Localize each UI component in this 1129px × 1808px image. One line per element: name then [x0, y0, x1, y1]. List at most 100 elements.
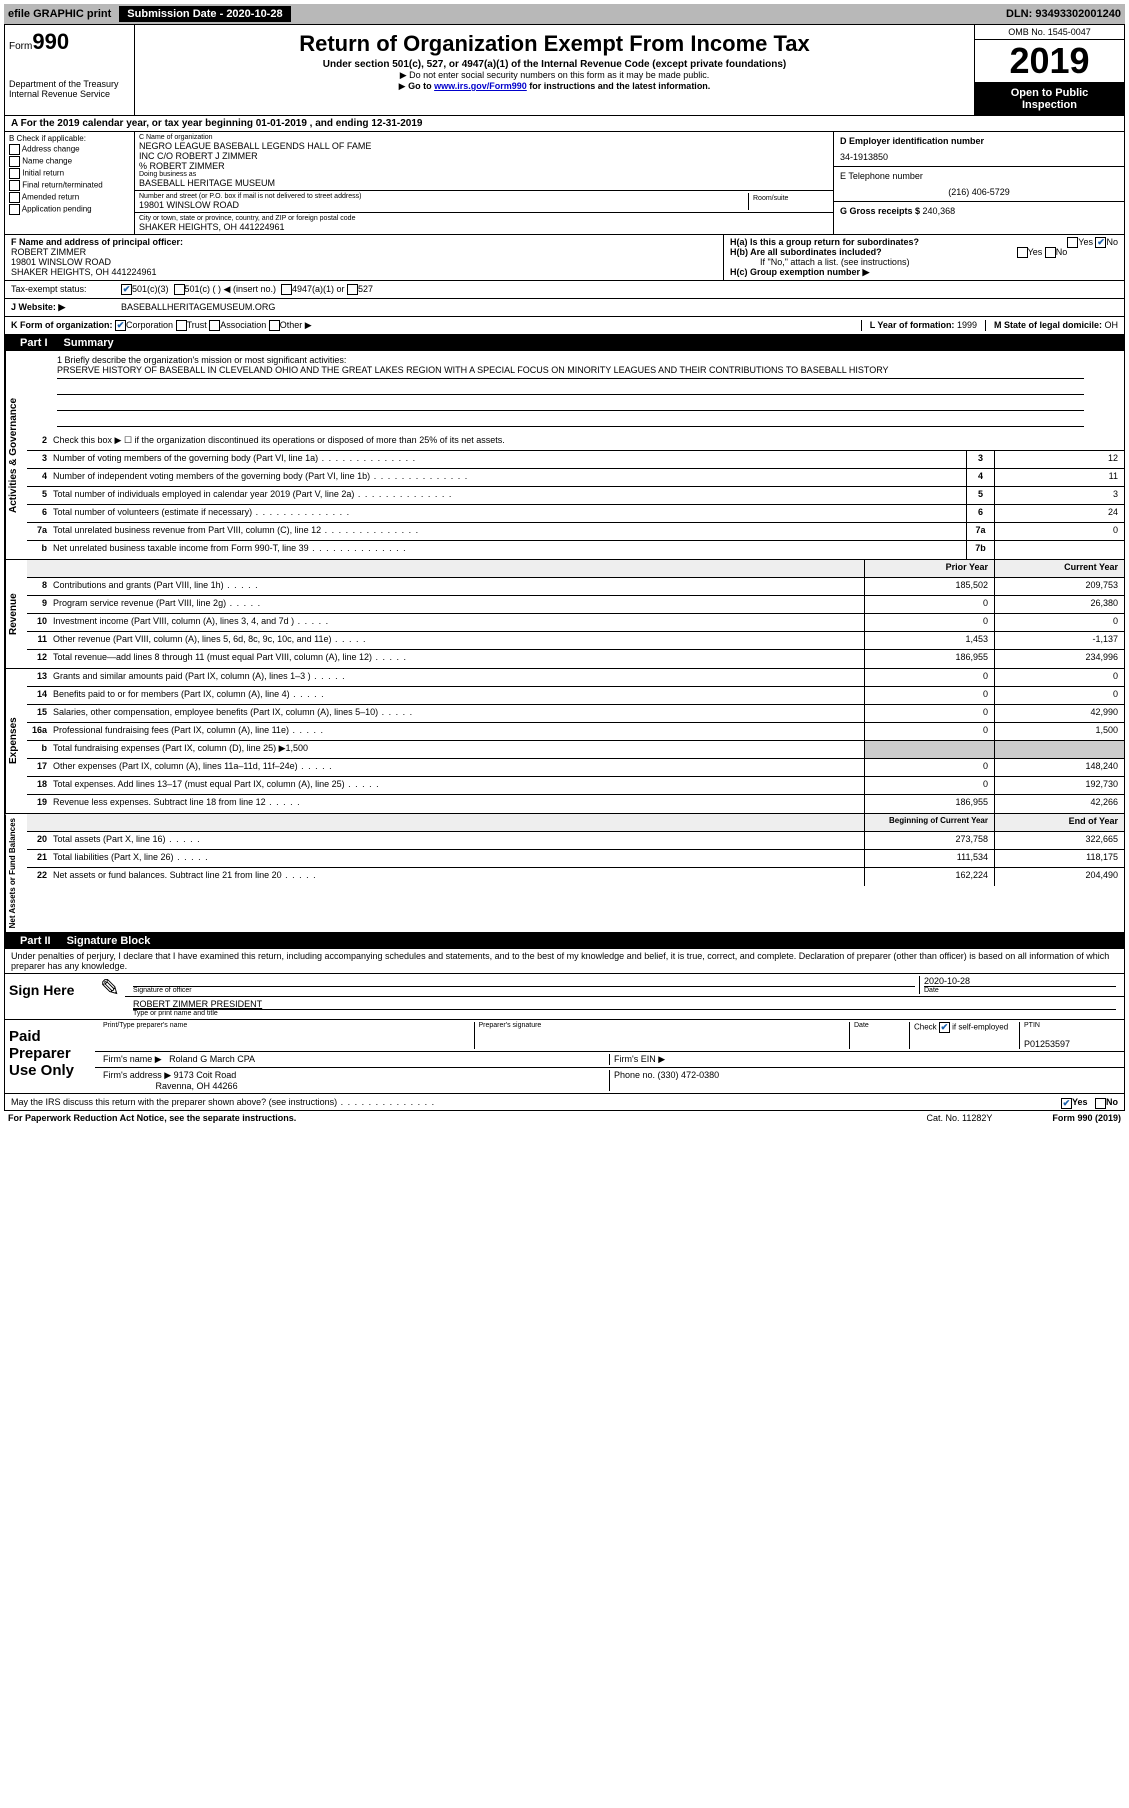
side-expenses: Expenses: [5, 669, 27, 813]
prep-date: Date: [850, 1022, 910, 1049]
gov-line-6: 6Total number of volunteers (estimate if…: [27, 505, 1124, 523]
ck-initial[interactable]: Initial return: [9, 168, 130, 179]
cat-no: Cat. No. 11282Y: [927, 1113, 993, 1123]
paperwork-notice: For Paperwork Reduction Act Notice, see …: [8, 1113, 296, 1123]
ck-4947[interactable]: [281, 284, 292, 295]
row-a-tax-year: A For the 2019 calendar year, or tax yea…: [4, 116, 1125, 132]
net-col-headers: Beginning of Current Year End of Year: [27, 814, 1124, 832]
ck-discuss-no[interactable]: [1095, 1098, 1106, 1109]
ck-assoc[interactable]: [209, 320, 220, 331]
ck-addr-change[interactable]: Address change: [9, 144, 130, 155]
exp-lines-17: 17Other expenses (Part IX, column (A), l…: [27, 759, 1124, 777]
firm-phone: Phone no. (330) 472-0380: [610, 1070, 1120, 1091]
prep-name[interactable]: Print/Type preparer's name: [99, 1022, 475, 1049]
rev-lines-12: 12Total revenue—add lines 8 through 11 (…: [27, 650, 1124, 668]
mission-block: 1 Briefly describe the organization's mi…: [27, 351, 1124, 433]
side-netassets: Net Assets or Fund Balances: [5, 814, 27, 932]
part1-header: Part I Summary: [4, 335, 1125, 351]
open-public: Open to Public Inspection: [975, 83, 1124, 115]
paid-prep-label: Paid Preparer Use Only: [5, 1020, 95, 1093]
firm-ein: Firm's EIN ▶: [610, 1054, 1120, 1065]
mission-text: PRSERVE HISTORY OF BASEBALL IN CLEVELAND…: [57, 365, 1084, 379]
submission-date: Submission Date - 2020-10-28: [119, 6, 290, 22]
prep-sig[interactable]: Preparer's signature: [475, 1022, 851, 1049]
org-name-cell: C Name of organization NEGRO LEAGUE BASE…: [135, 132, 833, 191]
paid-preparer-block: Paid Preparer Use Only Print/Type prepar…: [4, 1020, 1125, 1094]
ha-row: H(a) Is this a group return for subordin…: [730, 237, 1118, 247]
ck-501c[interactable]: [174, 284, 185, 295]
rev-lines-9: 9Program service revenue (Part VIII, lin…: [27, 596, 1124, 614]
side-revenue: Revenue: [5, 560, 27, 668]
form-header: Form990 Department of the Treasury Inter…: [4, 24, 1125, 116]
sign-here-block: Sign Here ✎ Signature of officer 2020-10…: [4, 974, 1125, 1020]
col-c-org: C Name of organization NEGRO LEAGUE BASE…: [135, 132, 834, 234]
tax-exempt-row: Tax-exempt status: ✔ 501(c)(3) 501(c) ( …: [4, 281, 1125, 299]
ck-selfemp[interactable]: ✔: [939, 1022, 950, 1033]
form-title: Return of Organization Exempt From Incom…: [143, 31, 966, 57]
exp-lines-b: bTotal fundraising expenses (Part IX, co…: [27, 741, 1124, 759]
rev-lines-11: 11Other revenue (Part VIII, column (A), …: [27, 632, 1124, 650]
ck-app-pending[interactable]: Application pending: [9, 204, 130, 215]
sig-officer[interactable]: Signature of officer: [129, 976, 920, 994]
header-center: Return of Organization Exempt From Incom…: [135, 25, 974, 115]
hc-row: H(c) Group exemption number ▶: [730, 267, 1118, 278]
col-de: D Employer identification number 34-1913…: [834, 132, 1124, 234]
form-version: Form 990 (2019): [1052, 1113, 1121, 1123]
penalties-text: Under penalties of perjury, I declare th…: [4, 949, 1125, 974]
header-left: Form990 Department of the Treasury Inter…: [5, 25, 135, 115]
rev-lines-10: 10Investment income (Part VIII, column (…: [27, 614, 1124, 632]
prep-self-emp: Check ✔ if self-employed: [910, 1022, 1020, 1049]
sig-date: 2020-10-28Date: [920, 976, 1120, 994]
ein-cell: D Employer identification number 34-1913…: [834, 132, 1124, 167]
exp-lines-13: 13Grants and similar amounts paid (Part …: [27, 669, 1124, 687]
sign-here-label: Sign Here: [5, 974, 95, 1019]
sig-name: ROBERT ZIMMER PRESIDENTType or print nam…: [129, 999, 1120, 1017]
col-b-header: B Check if applicable:: [9, 134, 130, 143]
firm-addr: Firm's address ▶ 9173 Coit Road Ravenna,…: [99, 1070, 610, 1091]
ck-corp[interactable]: ✔: [115, 320, 126, 331]
pen-icon: ✎: [95, 974, 125, 1019]
efile-label: efile GRAPHIC print: [8, 8, 111, 20]
exp-lines-14: 14Benefits paid to or for members (Part …: [27, 687, 1124, 705]
street-cell: Number and street (or P.O. box if mail i…: [135, 191, 833, 213]
ck-527[interactable]: [347, 284, 358, 295]
revenue-grid: Revenue Prior Year Current Year 8Contrib…: [4, 560, 1125, 669]
principal-officer: F Name and address of principal officer:…: [5, 235, 724, 280]
k-row: K Form of organization: ✔ Corporation Tr…: [4, 317, 1125, 335]
ck-amended[interactable]: Amended return: [9, 192, 130, 203]
ck-final[interactable]: Final return/terminated: [9, 180, 130, 191]
gov-line-3: 3Number of voting members of the governi…: [27, 451, 1124, 469]
gov-line-7a: 7aTotal unrelated business revenue from …: [27, 523, 1124, 541]
form-id: Form990: [9, 29, 130, 55]
goto-note: Go to www.irs.gov/Form990 for instructio…: [143, 81, 966, 92]
ck-name-change[interactable]: Name change: [9, 156, 130, 167]
header-right: OMB No. 1545-0047 2019 Open to Public In…: [974, 25, 1124, 115]
ck-501c3[interactable]: ✔: [121, 284, 132, 295]
ck-other[interactable]: [269, 320, 280, 331]
ssn-note: Do not enter social security numbers on …: [143, 70, 966, 81]
gov-line-2: 2Check this box ▶ ☐ if the organization …: [27, 433, 1124, 451]
hb-row: H(b) Are all subordinates included? Yes …: [730, 247, 1118, 257]
city-cell: City or town, state or province, country…: [135, 213, 833, 234]
firm-name: Firm's name ▶ Roland G March CPA: [99, 1054, 610, 1065]
net-lines-21: 21Total liabilities (Part X, line 26)111…: [27, 850, 1124, 868]
expenses-grid: Expenses 13Grants and similar amounts pa…: [4, 669, 1125, 814]
governance-grid: Activities & Governance 1 Briefly descri…: [4, 351, 1125, 560]
entity-block: B Check if applicable: Address change Na…: [4, 132, 1125, 235]
section-fh: F Name and address of principal officer:…: [4, 235, 1125, 281]
gov-line-5: 5Total number of individuals employed in…: [27, 487, 1124, 505]
omb-number: OMB No. 1545-0047: [975, 25, 1124, 40]
rev-lines-8: 8Contributions and grants (Part VIII, li…: [27, 578, 1124, 596]
state-domicile: M State of legal domicile: OH: [985, 320, 1118, 331]
rev-col-headers: Prior Year Current Year: [27, 560, 1124, 578]
ck-trust[interactable]: [176, 320, 187, 331]
prep-ptin: PTINP01253597: [1020, 1022, 1120, 1049]
dept-treasury: Department of the Treasury: [9, 79, 130, 89]
irs-link[interactable]: www.irs.gov/Form990: [434, 81, 527, 91]
netassets-grid: Net Assets or Fund Balances Beginning of…: [4, 814, 1125, 933]
net-lines-22: 22Net assets or fund balances. Subtract …: [27, 868, 1124, 886]
ck-discuss-yes[interactable]: ✔: [1061, 1098, 1072, 1109]
gov-line-b: bNet unrelated business taxable income f…: [27, 541, 1124, 559]
dln: DLN: 93493302001240: [1006, 8, 1121, 20]
website-url: BASEBALLHERITAGEMUSEUM.ORG: [121, 302, 275, 313]
